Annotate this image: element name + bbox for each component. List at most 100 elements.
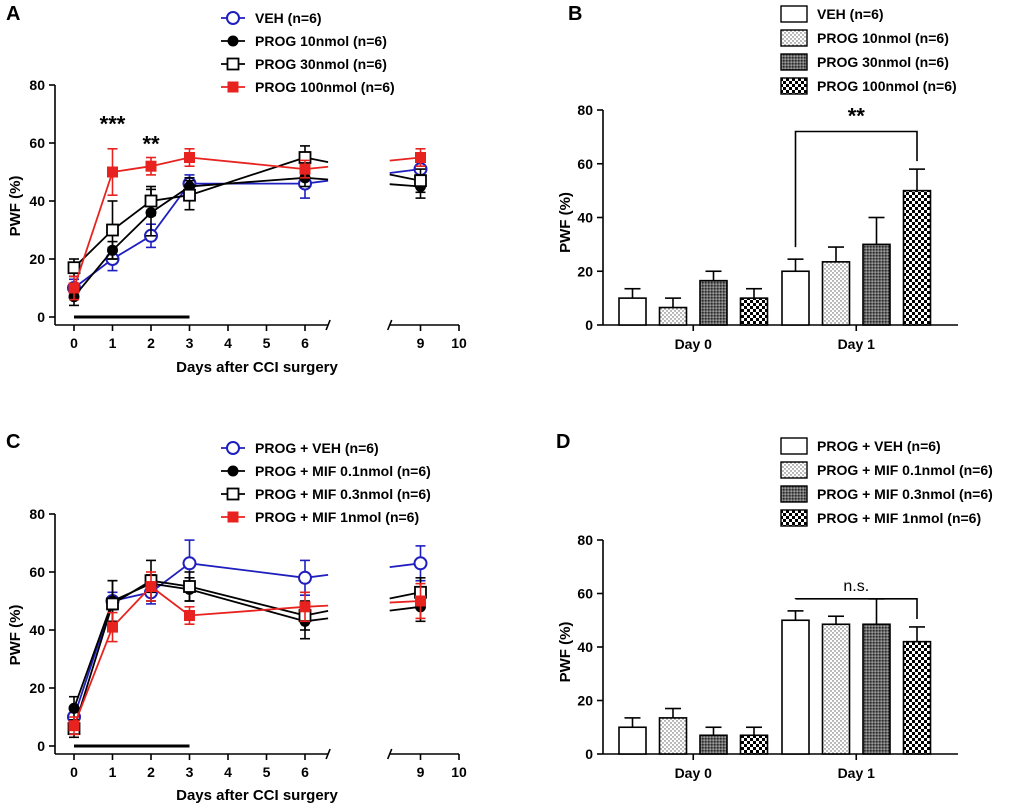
- significance-A: ***: [100, 111, 126, 136]
- data-point-C-3: [415, 595, 426, 607]
- data-point-C-0: [182, 556, 197, 571]
- y-tick-label-D: 20: [577, 693, 593, 709]
- y-tick-label-A: 80: [29, 77, 45, 93]
- panel-label-D: D: [556, 431, 570, 453]
- x-tick-label-C: 3: [186, 764, 194, 780]
- x-tick-label-A: 4: [224, 335, 232, 351]
- bar-B-1-2: [862, 243, 891, 326]
- y-tick-label-C: 0: [37, 738, 45, 754]
- legend-marker-A: [227, 35, 239, 47]
- x-tick-label-B: Day 1: [838, 336, 876, 352]
- data-point-A-3: [145, 160, 157, 172]
- legend-label-D: PROG + MIF 1nmol (n=6): [817, 510, 981, 526]
- y-tick-label-A: 20: [29, 251, 45, 267]
- legend-label-B: PROG 10nmol (n=6): [817, 30, 949, 46]
- bar-D-1-2: [862, 623, 891, 755]
- legend-label-B: PROG 100nmol (n=6): [817, 78, 957, 94]
- x-tick-label-A: 1: [109, 335, 117, 351]
- legend-label-A: VEH (n=6): [255, 10, 322, 26]
- legend-label-D: PROG + MIF 0.1nmol (n=6): [817, 462, 993, 478]
- axis-break-A: [325, 319, 331, 331]
- legend-marker-A: [226, 11, 240, 25]
- significance-bracket-B: [794, 130, 918, 248]
- legend-swatch-B: [780, 53, 808, 71]
- y-tick-label-D: 40: [577, 639, 593, 655]
- y-tick-label-C: 80: [29, 506, 45, 522]
- data-point-C-3: [184, 610, 195, 621]
- legend-swatch-D: [780, 461, 808, 479]
- x-tick-label-C: 9: [417, 764, 425, 780]
- x-tick-label-A: 2: [147, 335, 155, 351]
- y-axis-label-A: PWF (%): [7, 176, 24, 237]
- panel-label-A: A: [6, 3, 20, 25]
- data-point-C-0: [298, 570, 312, 585]
- x-tick-label-A: 3: [186, 335, 194, 351]
- x-tick-label-C: 2: [147, 764, 155, 780]
- data-point-C-3: [145, 581, 157, 592]
- x-tick-label-B: Day 0: [675, 336, 713, 352]
- data-point-A-2: [183, 188, 196, 202]
- legend-label-A: PROG 100nmol (n=6): [255, 79, 395, 95]
- y-tick-label-A: 60: [29, 135, 45, 151]
- x-tick-label-C: 1: [109, 764, 117, 780]
- x-tick-label-A: 10: [451, 335, 467, 351]
- data-point-C-0: [413, 556, 428, 571]
- legend-label-C: PROG + VEH (n=6): [255, 440, 379, 456]
- y-tick-label-D: 0: [585, 746, 593, 762]
- x-axis-label-A: Days after CCI surgery: [176, 359, 338, 376]
- legend-swatch-B: [780, 77, 808, 95]
- panel-label-B: B: [568, 3, 582, 25]
- y-tick-label-A: 0: [37, 309, 45, 325]
- y-tick-label-C: 20: [29, 680, 45, 696]
- y-axis-label-C: PWF (%): [7, 605, 24, 666]
- legend-marker-C: [226, 441, 240, 455]
- significance-D: n.s.: [843, 578, 869, 595]
- y-tick-label-C: 60: [29, 564, 45, 580]
- x-tick-label-C: 10: [451, 764, 467, 780]
- bar-D-1-1: [821, 623, 851, 755]
- significance-A: **: [142, 132, 160, 157]
- data-point-C-1: [68, 702, 80, 714]
- legend-label-A: PROG 10nmol (n=6): [255, 33, 387, 49]
- y-tick-label-D: 80: [577, 532, 593, 548]
- bar-B-0-0: [618, 297, 647, 326]
- y-axis-label-B: PWF (%): [557, 192, 574, 253]
- bar-B-1-3: [902, 189, 932, 326]
- legend-label-A: PROG 30nmol (n=6): [255, 56, 387, 72]
- legend-swatch-D: [780, 509, 808, 527]
- legend-swatch-D: [780, 485, 808, 503]
- data-point-A-3: [299, 163, 311, 175]
- x-tick-label-A: 0: [70, 335, 78, 351]
- bar-D-0-1: [658, 717, 688, 755]
- legend-swatch-B: [780, 5, 808, 23]
- legend-marker-A: [226, 57, 240, 71]
- data-point-A-2: [67, 261, 81, 275]
- legend-label-B: VEH (n=6): [817, 6, 884, 22]
- legend-label-C: PROG + MIF 1nmol (n=6): [255, 509, 419, 525]
- y-tick-label-B: 40: [577, 210, 593, 226]
- y-tick-label-A: 40: [29, 193, 45, 209]
- data-point-A-2: [144, 194, 158, 208]
- legend-marker-C: [227, 511, 239, 523]
- x-tick-label-C: 5: [263, 764, 271, 780]
- legend-label-B: PROG 30nmol (n=6): [817, 54, 949, 70]
- data-point-A-3: [184, 152, 195, 163]
- y-tick-label-B: 60: [577, 156, 593, 172]
- bar-D-1-0: [781, 619, 810, 755]
- legend-label-C: PROG + MIF 0.1nmol (n=6): [255, 463, 431, 479]
- bar-D-0-3: [739, 734, 769, 755]
- bar-B-0-2: [699, 279, 728, 326]
- legend-label-D: PROG + VEH (n=6): [817, 438, 941, 454]
- x-tick-label-D: Day 0: [675, 765, 713, 781]
- legend-label-C: PROG + MIF 0.3nmol (n=6): [255, 486, 431, 502]
- legend-label-D: PROG + MIF 0.3nmol (n=6): [817, 486, 993, 502]
- y-tick-label-C: 40: [29, 622, 45, 638]
- bar-B-0-3: [739, 297, 769, 326]
- axis-break-C: [325, 748, 331, 760]
- data-point-A-3: [415, 152, 426, 163]
- axis-break-C: [386, 748, 393, 760]
- x-axis-label-C: Days after CCI surgery: [176, 787, 338, 804]
- legend-swatch-D: [780, 437, 808, 455]
- legend-swatch-B: [780, 29, 808, 47]
- data-point-C-3: [107, 621, 118, 633]
